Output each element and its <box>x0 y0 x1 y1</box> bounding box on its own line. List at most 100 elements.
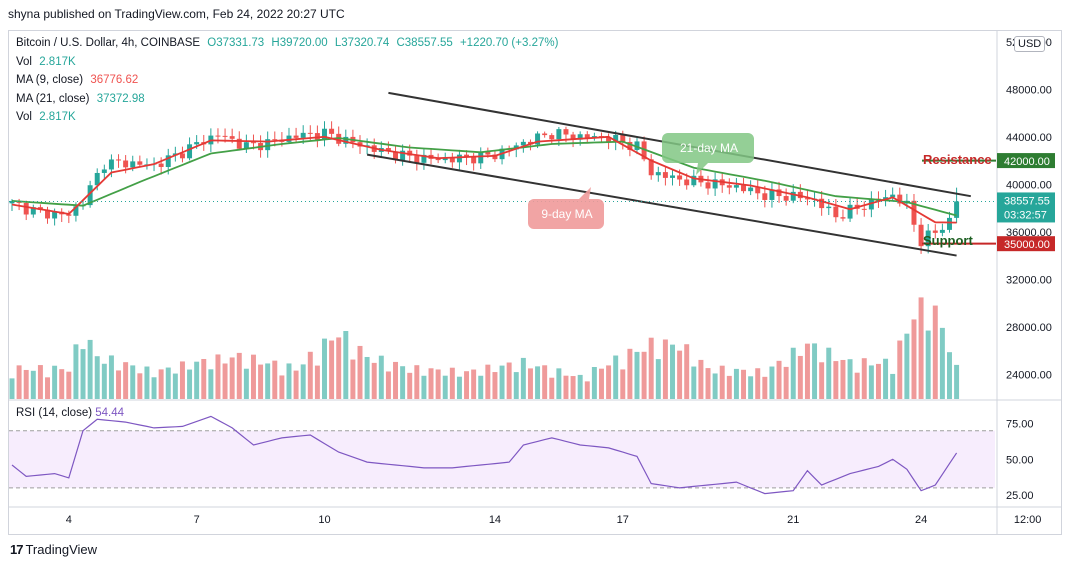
volume-bar <box>755 368 761 399</box>
candle-body <box>840 217 846 219</box>
ma21-value: 37372.98 <box>96 92 145 105</box>
low-value: L37320.74 <box>334 37 390 49</box>
vol2-value: 2.817K <box>39 111 76 123</box>
candle-body <box>769 189 775 200</box>
volume-bar <box>23 369 29 399</box>
candle-body <box>670 175 675 178</box>
candle-body <box>606 137 612 143</box>
volume-bar <box>655 359 661 399</box>
candle-body <box>137 161 143 165</box>
candle-body <box>187 144 193 159</box>
candle-body <box>648 159 654 176</box>
channel-lower-line <box>366 153 957 257</box>
candle-body <box>705 182 711 189</box>
volume-bar <box>407 372 413 399</box>
volume-bar <box>179 361 185 399</box>
volume-bar <box>904 333 910 399</box>
candle-body <box>939 229 945 233</box>
candle-body <box>421 154 427 163</box>
volume-bar <box>741 369 747 399</box>
price-tick-label: 36000.00 <box>1006 227 1052 239</box>
candle-body <box>73 206 79 216</box>
candle-body <box>45 209 50 219</box>
candle-body <box>755 187 761 194</box>
candle-body <box>492 154 498 160</box>
volume-bar <box>762 376 768 399</box>
volume-bar <box>52 365 58 399</box>
candle-body <box>108 159 114 170</box>
candle-body <box>897 194 903 204</box>
resistance-price-text: 42000.00 <box>1004 156 1050 168</box>
candle-body <box>286 135 292 142</box>
ma21-callout-text: 21-day MA <box>680 141 738 155</box>
volume-bar <box>59 369 65 399</box>
volume-bar <box>719 365 725 399</box>
price-tick-label: 48000.00 <box>1006 84 1052 96</box>
open-value: O37331.73 <box>207 37 265 49</box>
rsi-tick-label: 50.00 <box>1006 454 1034 466</box>
volume-bar <box>243 368 249 399</box>
volume-bar <box>464 371 470 399</box>
change-value: +1220.70 (+3.27%) <box>459 37 559 49</box>
volume-bar <box>812 343 818 399</box>
volume-bar <box>66 371 72 399</box>
ma21-callout-bubble <box>662 133 754 175</box>
volume-bar <box>769 366 775 399</box>
volume-bar <box>236 352 242 399</box>
volume-bar <box>343 331 349 399</box>
volume-bar <box>215 354 221 399</box>
volume-bar <box>194 361 200 399</box>
volume-bar <box>250 354 256 399</box>
candle-body <box>435 158 441 161</box>
footer-brand[interactable]: 17 TradingView <box>10 542 97 557</box>
candle-body <box>158 163 164 167</box>
volume-bar <box>300 364 306 399</box>
volume-bar <box>130 365 136 399</box>
vol-label: Vol <box>16 55 32 68</box>
volume-bar <box>627 348 633 399</box>
time-tick-label: 21 <box>787 514 799 526</box>
volume-bar <box>421 375 427 399</box>
symbol-label: Bitcoin / U.S. Dollar, 4h, COINBASE <box>16 37 201 49</box>
candle-body <box>442 157 448 161</box>
volume-bar <box>357 345 363 399</box>
volume-bar <box>563 375 569 399</box>
candle-body <box>918 224 924 247</box>
candle-body <box>677 175 683 180</box>
candle-body <box>783 196 789 201</box>
candle-body <box>833 206 839 218</box>
candle-body <box>556 129 562 140</box>
volume-bar <box>485 364 491 399</box>
volume-bar <box>790 347 796 399</box>
candle-body <box>471 157 477 164</box>
candle-body <box>847 204 853 219</box>
candle-body <box>179 153 185 159</box>
ma9-line <box>11 135 957 224</box>
currency-button[interactable]: USD <box>1014 36 1046 52</box>
volume-bar <box>158 369 164 399</box>
current-price-text: 03:32:57 <box>1004 209 1047 221</box>
candle-body <box>456 154 462 163</box>
resistance-annotation: Resistance <box>923 152 992 167</box>
candle-body <box>890 194 896 198</box>
volume-bar <box>542 365 548 399</box>
volume-bar <box>875 363 881 399</box>
volume-bar <box>606 365 612 399</box>
volume-bar <box>144 366 150 399</box>
candle-body <box>307 132 313 134</box>
volume-bar <box>726 375 732 399</box>
volume-bar <box>549 377 555 399</box>
ma21-label: MA (21, close) <box>16 92 90 105</box>
tradingview-logo-icon: 17 <box>10 542 24 557</box>
volume-bar <box>733 368 739 399</box>
volume-bar <box>861 358 867 399</box>
volume-bar <box>918 297 924 399</box>
volume-bar <box>229 357 235 399</box>
candle-body <box>123 160 129 168</box>
candle-body <box>861 208 867 210</box>
volume-bar <box>890 373 896 399</box>
volume-bar <box>265 363 271 399</box>
volume-bar <box>947 352 952 399</box>
candle-body <box>265 139 271 151</box>
rsi-band <box>9 430 995 488</box>
